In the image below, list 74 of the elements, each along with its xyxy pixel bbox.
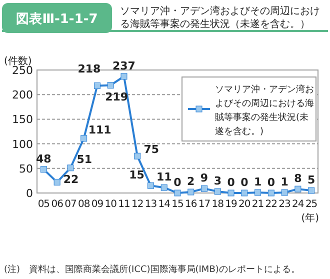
x-tick-label: 18 <box>212 199 224 210</box>
data-label: 3 <box>214 174 222 188</box>
y-tick-label: 50 <box>19 162 33 176</box>
point <box>54 178 60 186</box>
point <box>94 82 100 89</box>
data-label: 218 <box>78 62 101 76</box>
data-label: 1 <box>254 176 262 189</box>
y-tick-label: 150 <box>12 113 33 126</box>
x-tick-label: 11 <box>118 199 130 210</box>
data-label: 2 <box>187 175 195 188</box>
x-tick-label: 06 <box>51 199 64 210</box>
y-axis-title: (件数) <box>4 56 32 67</box>
point <box>107 82 114 88</box>
data-label: 48 <box>36 152 52 166</box>
point <box>147 182 154 189</box>
x-tick-label: 14 <box>158 199 170 210</box>
x-tick-label: 15 <box>172 199 184 210</box>
data-label: 5 <box>307 174 316 187</box>
point <box>281 189 288 196</box>
x-tick-label: 19 <box>225 199 238 210</box>
data-label: 111 <box>88 123 112 136</box>
x-tick-label: 12 <box>131 199 144 210</box>
point <box>268 190 274 196</box>
x-tick-label: 25 <box>305 199 318 210</box>
x-tick-label: 22 <box>265 199 278 210</box>
x-tick-label: 08 <box>78 199 90 210</box>
data-label: 237 <box>112 59 136 72</box>
point <box>80 135 88 142</box>
point <box>308 187 315 194</box>
data-label: 0 <box>227 176 236 189</box>
point <box>294 186 302 192</box>
point <box>67 164 74 172</box>
x-tick-label: 09 <box>91 199 104 210</box>
x-tick-label: 07 <box>64 199 76 210</box>
x-tick-label: 05 <box>38 199 50 210</box>
data-label: 22 <box>63 173 79 186</box>
x-tick-label: 23 <box>278 199 291 210</box>
point <box>228 190 234 196</box>
data-label: 15 <box>129 168 144 182</box>
x-tick-label: 20 <box>238 199 250 210</box>
text: (注) 資料は、国際商業会議所(ICC)国際海事局(IMB)のレポートによる。 <box>4 264 300 275</box>
data-label: 0 <box>174 176 182 189</box>
x-tick-label: 17 <box>198 199 210 210</box>
point <box>201 185 208 192</box>
data-label: 8 <box>294 172 302 186</box>
point <box>241 190 248 196</box>
point <box>254 189 262 196</box>
y-tick-label: 100 <box>12 138 33 151</box>
x-tick-label: 10 <box>104 199 117 210</box>
point <box>134 152 141 160</box>
y-tick-label: 0 <box>26 187 33 200</box>
chart-title: 図表Ⅲ-1-1-7 <box>16 12 98 27</box>
data-label: 51 <box>76 152 92 166</box>
point <box>120 73 128 80</box>
x-axis-title: (年) <box>301 212 320 224</box>
chart-subtitle: ソマリア沖・アデン湾およびその周辺における海賊等事案の発生状況（未遂を含む。） <box>120 5 320 30</box>
data-label: 0 <box>240 176 249 189</box>
y-tick-label: 250 <box>12 64 33 77</box>
data-label: 75 <box>144 143 160 156</box>
x-tick-label: 16 <box>185 199 197 210</box>
x-tick-label: 24 <box>292 199 304 210</box>
point <box>40 166 47 173</box>
point <box>174 190 181 196</box>
data-label: 1 <box>280 176 288 189</box>
data-label: 9 <box>200 172 208 185</box>
data-label: 0 <box>267 176 276 189</box>
x-tick-label: 13 <box>144 199 157 210</box>
y-tick-label: 200 <box>12 88 33 102</box>
x-tick-label: 21 <box>252 199 264 210</box>
point <box>188 188 194 196</box>
point <box>160 184 168 191</box>
point <box>214 188 221 195</box>
data-label: 11 <box>156 170 172 184</box>
legend-label: ソマリア沖・アデン湾およびその周辺における海賊等事案の発生状況(未遂を含む。) <box>215 84 314 137</box>
